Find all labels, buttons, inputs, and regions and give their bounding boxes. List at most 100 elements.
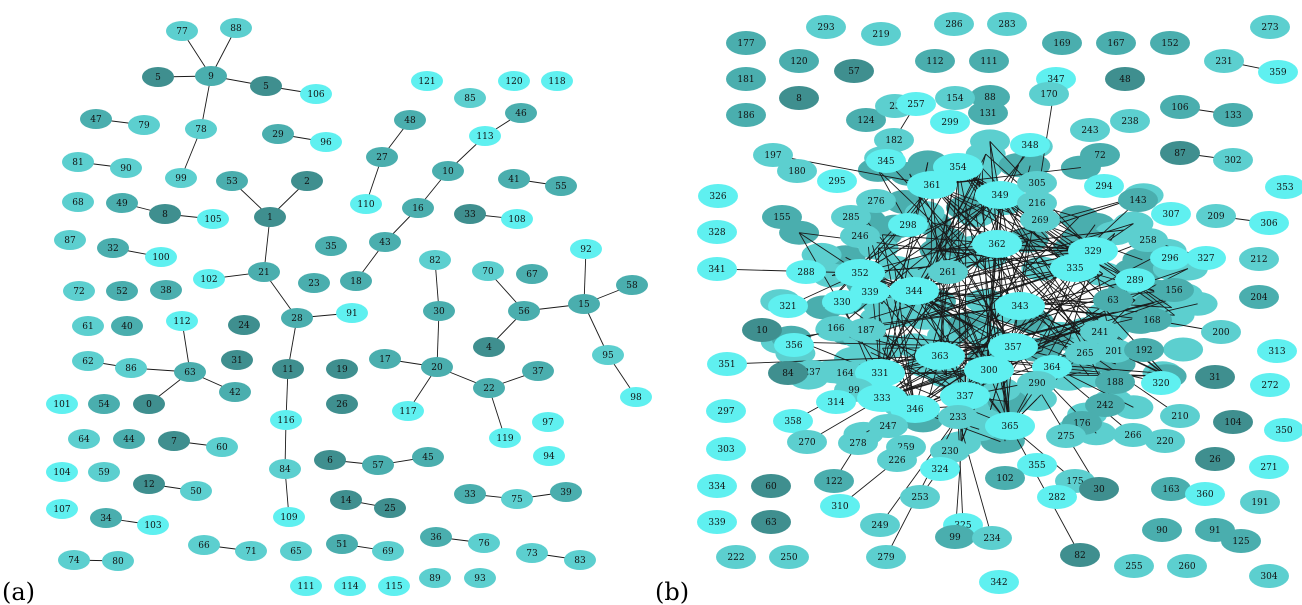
node-81[interactable]: 81 [62, 152, 94, 172]
node-296[interactable]: 296 [1150, 246, 1190, 270]
node-273[interactable]: 273 [1250, 15, 1290, 39]
node-54[interactable]: 54 [88, 394, 120, 414]
node-116[interactable]: 116 [270, 410, 302, 430]
node-26[interactable]: 26 [326, 394, 358, 414]
node-365[interactable]: 365 [985, 412, 1035, 440]
node-10[interactable]: 10 [742, 318, 782, 342]
node-60[interactable]: 60 [751, 474, 791, 498]
node-352[interactable]: 352 [835, 259, 885, 287]
node-117[interactable]: 117 [392, 401, 424, 421]
node-68[interactable]: 68 [62, 192, 94, 212]
node-204[interactable]: 204 [1239, 285, 1279, 309]
node-24[interactable]: 24 [228, 315, 260, 335]
node-21[interactable]: 21 [248, 262, 280, 282]
node-86[interactable]: 86 [115, 358, 147, 378]
node-56[interactable]: 56 [508, 301, 540, 321]
node-96[interactable]: 96 [310, 132, 342, 152]
node-101[interactable]: 101 [46, 394, 78, 414]
node-348[interactable]: 348 [1010, 133, 1050, 157]
node-37[interactable]: 37 [522, 361, 554, 381]
node-60[interactable]: 60 [206, 437, 238, 457]
node-22[interactable]: 22 [473, 378, 505, 398]
node-201[interactable]: 201 [1094, 339, 1134, 363]
node-39[interactable]: 39 [550, 482, 582, 502]
node-95[interactable]: 95 [592, 345, 624, 365]
node-247[interactable]: 247 [868, 414, 908, 438]
node-131[interactable]: 131 [968, 101, 1008, 125]
node-321[interactable]: 321 [768, 294, 808, 318]
node-42[interactable]: 42 [219, 382, 251, 402]
node-49[interactable]: 49 [106, 193, 138, 213]
node-314[interactable]: 314 [816, 390, 856, 414]
node-59[interactable]: 59 [88, 462, 120, 482]
node-350[interactable]: 350 [1264, 418, 1302, 442]
node-298[interactable]: 298 [888, 213, 928, 237]
node-191[interactable]: 191 [1240, 490, 1280, 514]
node-120[interactable]: 120 [498, 71, 530, 91]
node-102[interactable]: 102 [193, 269, 225, 289]
node-28[interactable]: 28 [281, 308, 313, 328]
node-57[interactable]: 57 [362, 455, 394, 475]
node-53[interactable]: 53 [216, 171, 248, 191]
node-48[interactable]: 48 [394, 110, 426, 130]
node-258[interactable]: 258 [1128, 228, 1168, 252]
node-69[interactable]: 69 [372, 541, 404, 561]
node-105[interactable]: 105 [197, 209, 229, 229]
node-279[interactable]: 279 [866, 545, 906, 569]
node-341[interactable]: 341 [697, 257, 737, 281]
node-32[interactable]: 32 [97, 238, 129, 258]
node-297[interactable]: 297 [706, 399, 746, 423]
node-118[interactable]: 118 [541, 71, 573, 91]
node-8[interactable]: 8 [149, 204, 181, 224]
node-353[interactable]: 353 [1265, 175, 1302, 199]
node-103[interactable]: 103 [137, 515, 169, 535]
node-181[interactable]: 181 [726, 67, 766, 91]
node-6[interactable]: 6 [314, 450, 346, 470]
node-220[interactable]: 220 [1145, 429, 1185, 453]
node-63[interactable]: 63 [174, 362, 206, 382]
node-295[interactable]: 295 [817, 169, 857, 193]
node-33b[interactable]: 33 [454, 484, 486, 504]
node-355[interactable]: 355 [1017, 453, 1057, 477]
node-106[interactable]: 106 [300, 84, 332, 104]
node-253[interactable]: 253 [900, 485, 940, 509]
node-306[interactable]: 306 [1249, 211, 1289, 235]
node-265[interactable]: 265 [1065, 341, 1105, 365]
node-66[interactable]: 66 [188, 535, 220, 555]
node-63b[interactable]: 63 [751, 510, 791, 534]
node-91[interactable]: 91 [336, 303, 368, 323]
node-119[interactable]: 119 [489, 428, 521, 448]
node-4[interactable]: 4 [473, 337, 505, 357]
node-73[interactable]: 73 [516, 543, 548, 563]
node-363[interactable]: 363 [915, 342, 965, 370]
node-9[interactable]: 9 [195, 66, 227, 86]
node-72[interactable]: 72 [1080, 143, 1120, 167]
node-210[interactable]: 210 [1160, 404, 1200, 428]
node-38[interactable]: 38 [150, 280, 182, 300]
node-71[interactable]: 71 [235, 541, 267, 561]
node-31[interactable]: 31 [221, 350, 253, 370]
node-293[interactable]: 293 [806, 15, 846, 39]
node-300[interactable]: 300 [964, 356, 1014, 384]
node-89[interactable]: 89 [419, 568, 451, 588]
node-16[interactable]: 16 [402, 198, 434, 218]
node-241[interactable]: 241 [1080, 320, 1120, 344]
node-5a[interactable]: 5 [142, 67, 174, 87]
node-83[interactable]: 83 [564, 550, 596, 570]
node-335[interactable]: 335 [1050, 254, 1100, 282]
node-74[interactable]: 74 [58, 550, 90, 570]
node-351[interactable]: 351 [707, 352, 747, 376]
node-112[interactable]: 112 [166, 311, 198, 331]
node-97[interactable]: 97 [532, 412, 564, 432]
node-99[interactable]: 99 [165, 168, 197, 188]
node-305[interactable]: 305 [1017, 171, 1057, 195]
node-26[interactable]: 26 [1195, 447, 1235, 471]
node-261[interactable]: 261 [928, 260, 968, 284]
node-1[interactable]: 1 [254, 207, 286, 227]
node-271[interactable]: 271 [1249, 455, 1289, 479]
node-331[interactable]: 331 [855, 359, 905, 387]
node-61[interactable]: 61 [72, 316, 104, 336]
node-250[interactable]: 250 [769, 545, 809, 569]
node-93[interactable]: 93 [464, 568, 496, 588]
node-286[interactable]: 286 [934, 12, 974, 36]
